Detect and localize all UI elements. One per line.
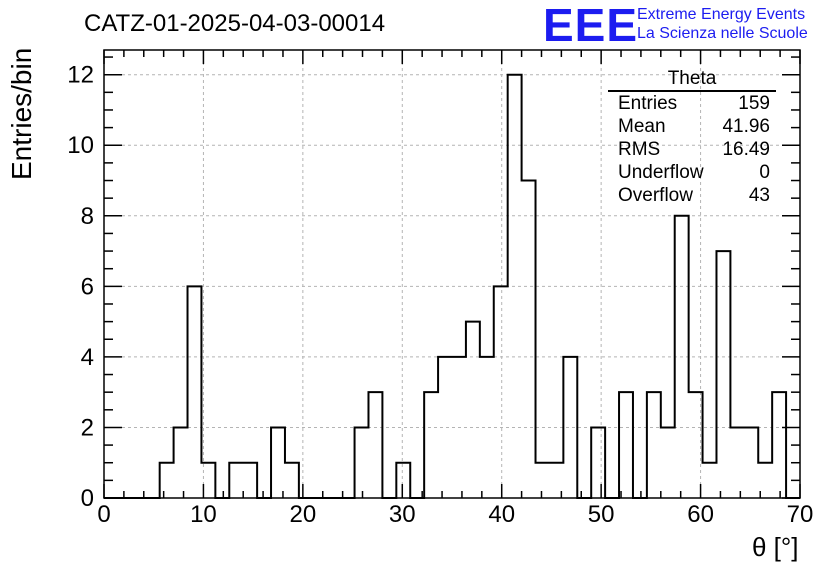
- histogram-bin: [522, 181, 536, 498]
- histogram-bin: [536, 463, 550, 498]
- histogram-bin: [368, 392, 382, 498]
- stats-row-entries: Entries 159: [608, 92, 776, 115]
- x-tick-label: 0: [97, 501, 110, 528]
- stats-row-mean: Mean 41.96: [608, 115, 776, 138]
- stats-row-underflow: Underflow 0: [608, 161, 776, 184]
- histogram-bin: [619, 392, 633, 498]
- histogram-bin: [438, 357, 452, 498]
- stats-value: 0: [759, 162, 770, 183]
- y-tick-label: 2: [81, 414, 94, 441]
- y-tick-label: 6: [81, 273, 94, 300]
- y-axis: 0 2 4 6 8 10 12: [67, 56, 800, 512]
- grid-lines: [104, 50, 800, 498]
- histogram-bin: [466, 322, 480, 498]
- histogram-bin: [396, 463, 410, 498]
- x-tick-label: 10: [190, 501, 217, 528]
- stats-value: 159: [738, 93, 770, 114]
- stats-label: Mean: [618, 116, 666, 137]
- histogram-bin: [174, 427, 188, 498]
- histogram-bin: [271, 427, 285, 498]
- stats-value: 41.96: [722, 116, 770, 137]
- histogram-bin: [452, 357, 466, 498]
- stats-label: RMS: [618, 139, 661, 160]
- eee-logo: EEE: [543, 0, 639, 51]
- histogram-series: [104, 73, 800, 499]
- histogram-bin: [480, 357, 494, 498]
- histogram-bin: [772, 392, 786, 498]
- histogram-bin: [355, 427, 369, 498]
- x-tick-label: 30: [389, 501, 416, 528]
- histogram-bin: [160, 463, 174, 498]
- x-tick-label: 20: [290, 501, 317, 528]
- stats-label: Overflow: [618, 185, 693, 206]
- histogram-bin: [591, 427, 605, 498]
- histogram-bin: [703, 463, 717, 498]
- histogram-bin: [285, 463, 299, 498]
- y-tick-label: 4: [81, 344, 94, 371]
- histogram-bin: [229, 463, 243, 498]
- y-tick-label: 8: [81, 203, 94, 230]
- histogram-bin: [647, 392, 661, 498]
- x-tick-label: 60: [687, 501, 714, 528]
- x-tick-label: 50: [588, 501, 615, 528]
- histogram-bin: [424, 392, 438, 498]
- chart-title: CATZ-01-2025-04-03-00014: [84, 10, 386, 37]
- stats-box: Theta Entries 159 Mean 41.96 RMS 16.49 U…: [608, 68, 776, 207]
- logo-line-1: Extreme Energy Events: [637, 6, 806, 23]
- stats-value: 43: [748, 185, 770, 206]
- histogram-bin: [508, 75, 522, 498]
- histogram-bin: [188, 286, 202, 498]
- histogram-outline: [104, 73, 800, 499]
- stats-row-overflow: Overflow 43: [608, 184, 776, 207]
- stats-label: Underflow: [618, 162, 704, 183]
- y-tick-label: 0: [81, 485, 94, 512]
- y-axis-label: Entries/bin: [6, 47, 37, 180]
- plot-frame: [103, 49, 801, 499]
- stats-title: Theta: [608, 68, 776, 92]
- x-axis-label: θ [°]: [752, 532, 799, 562]
- y-tick-label: 10: [67, 132, 94, 159]
- histogram-bin: [730, 427, 744, 498]
- stats-row-rms: RMS 16.49: [608, 138, 776, 161]
- y-tick-label: 12: [67, 62, 94, 89]
- x-tick-label: 70: [787, 501, 814, 528]
- histogram-bin: [243, 463, 257, 498]
- histogram-bin: [744, 427, 758, 498]
- histogram-bin: [661, 427, 675, 498]
- stats-value: 16.49: [722, 139, 770, 160]
- histogram-bin: [689, 392, 703, 498]
- histogram-bin: [716, 251, 730, 498]
- x-axis: 0 10 20 30 40 50 60 70: [97, 50, 813, 528]
- histogram-bin: [494, 286, 508, 498]
- histogram-bin: [675, 216, 689, 498]
- histogram-bin: [563, 357, 577, 498]
- logo-line-2: La Scienza nelle Scuole: [637, 25, 808, 42]
- stats-label: Entries: [618, 93, 678, 114]
- x-tick-label: 40: [488, 501, 515, 528]
